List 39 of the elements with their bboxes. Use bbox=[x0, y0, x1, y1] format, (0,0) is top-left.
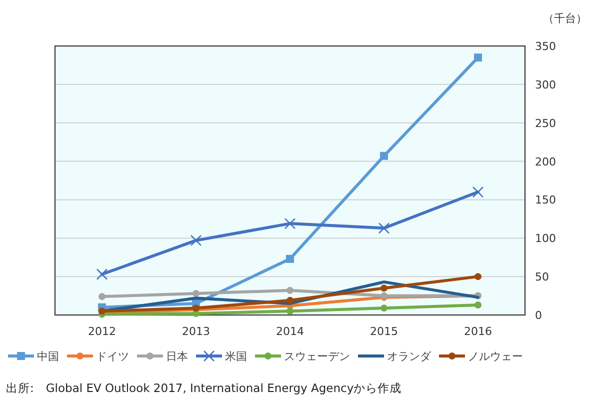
point bbox=[286, 286, 294, 294]
point bbox=[474, 54, 482, 62]
point bbox=[378, 222, 390, 234]
x-tick-label: 2012 bbox=[88, 325, 116, 338]
legend-label: オランダ bbox=[387, 350, 432, 363]
y-tick-label: 350 bbox=[535, 40, 556, 53]
point bbox=[474, 302, 482, 309]
point bbox=[286, 296, 294, 304]
legend-label: ドイツ bbox=[96, 350, 129, 363]
x-tick-label: 2013 bbox=[182, 325, 210, 338]
x-tick-label: 2016 bbox=[464, 325, 492, 338]
y-tick-label: 0 bbox=[535, 309, 542, 322]
y-tick-label: 250 bbox=[535, 116, 556, 130]
point bbox=[286, 254, 294, 263]
y-tick-label: 150 bbox=[535, 194, 556, 207]
legend-label: ノルウェー bbox=[468, 350, 523, 363]
point bbox=[96, 268, 108, 280]
legend-label: 日本 bbox=[166, 350, 188, 363]
y-axis-title: （千台） bbox=[543, 12, 587, 25]
legend-label: スウェーデン bbox=[284, 350, 350, 363]
x-tick-label: 2014 bbox=[276, 325, 304, 338]
point bbox=[380, 284, 388, 292]
point bbox=[380, 304, 388, 312]
point bbox=[380, 152, 388, 160]
point bbox=[190, 234, 202, 246]
legend-label: 中国 bbox=[37, 350, 59, 363]
point bbox=[98, 293, 106, 300]
point bbox=[472, 186, 484, 198]
legend-label: 米国 bbox=[225, 350, 247, 363]
point bbox=[286, 308, 294, 315]
y-tick-label: 300 bbox=[535, 78, 556, 92]
point bbox=[474, 273, 482, 280]
point bbox=[192, 290, 200, 297]
y-tick-label: 200 bbox=[535, 155, 556, 168]
text: 出所: Global EV Outlook 2017, International Energy Agencyから作成 bbox=[6, 381, 402, 395]
y-tick-label: 100 bbox=[535, 232, 556, 246]
x-tick-label: 2015 bbox=[370, 325, 398, 338]
point bbox=[284, 218, 296, 230]
y-tick-label: 50 bbox=[535, 270, 549, 284]
